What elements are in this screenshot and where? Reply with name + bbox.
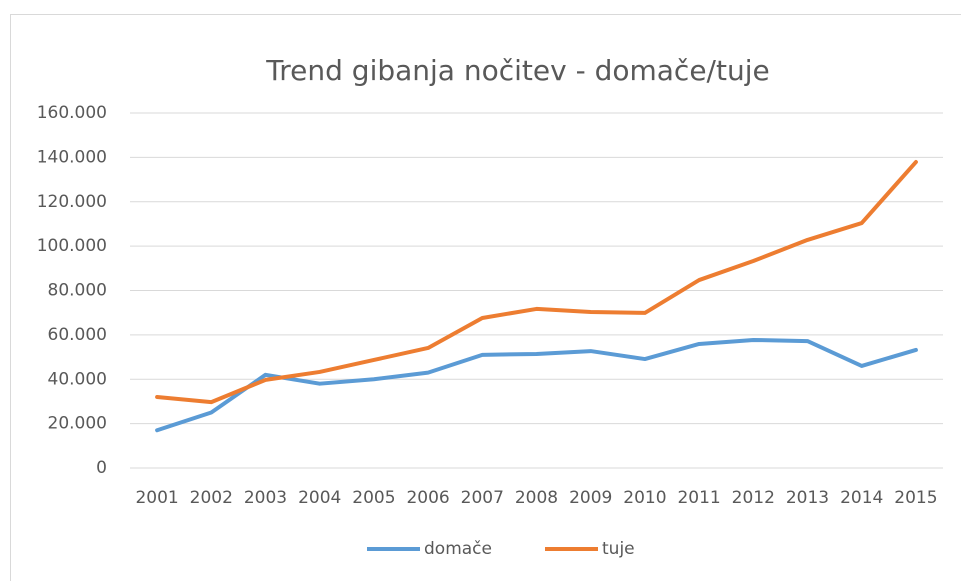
y-tick-label: 160.000 (37, 103, 107, 123)
x-tick-label: 2003 (244, 488, 287, 508)
x-tick-label: 2013 (786, 488, 829, 508)
y-tick-label: 20.000 (48, 414, 107, 434)
x-tick-label: 2010 (623, 488, 666, 508)
series-line (155, 160, 918, 405)
x-tick-label: 2015 (894, 488, 937, 508)
chart-frame (10, 14, 961, 581)
y-tick-label: 0 (96, 458, 107, 478)
x-tick-label: 2005 (352, 488, 395, 508)
chart-title: Trend gibanja nočitev - domače/tuje (265, 54, 769, 87)
y-tick-label: 60.000 (48, 325, 107, 345)
legend-label: domače (424, 539, 492, 559)
y-tick-label: 120.000 (37, 192, 107, 212)
x-tick-label: 2007 (461, 488, 504, 508)
x-tick-label: 2008 (515, 488, 558, 508)
x-tick-label: 2012 (732, 488, 775, 508)
y-tick-label: 40.000 (48, 369, 107, 389)
x-tick-label: 2002 (190, 488, 233, 508)
legend-label: tuje (602, 539, 635, 559)
y-tick-label: 80.000 (48, 281, 107, 301)
x-tick-label: 2006 (406, 488, 449, 508)
y-tick-label: 140.000 (37, 147, 107, 167)
series-line (155, 337, 918, 433)
x-tick-label: 2009 (569, 488, 612, 508)
x-tick-label: 2011 (677, 488, 720, 508)
x-tick-label: 2001 (135, 488, 178, 508)
x-tick-label: 2014 (840, 488, 883, 508)
x-tick-label: 2004 (298, 488, 341, 508)
y-tick-label: 100.000 (37, 236, 107, 256)
